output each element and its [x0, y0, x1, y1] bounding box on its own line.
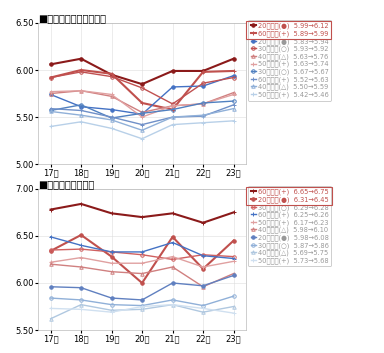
Legend: 60代女性(+)  6.65→6.75, 20代女性(●)  6.31→6.45, 30代女性(○)  6.29→6.28, 60代男性(+)  6.25→6.: 60代女性(+) 6.65→6.75, 20代女性(●) 6.31→6.45, … [248, 186, 331, 267]
Text: ■性年代別幸せ指数: ■性年代別幸せ指数 [38, 179, 94, 189]
Text: ■性年代別地域元気指数: ■性年代別地域元気指数 [38, 13, 106, 23]
Legend: 20代女性(●)  5.99→6.12, 60代女性(+)  5.89→5.99, 20代男性(●)  5.83→5.94, 30代女性(○)  5.93→5.: 20代女性(●) 5.99→6.12, 60代女性(+) 5.89→5.99, … [248, 20, 331, 101]
